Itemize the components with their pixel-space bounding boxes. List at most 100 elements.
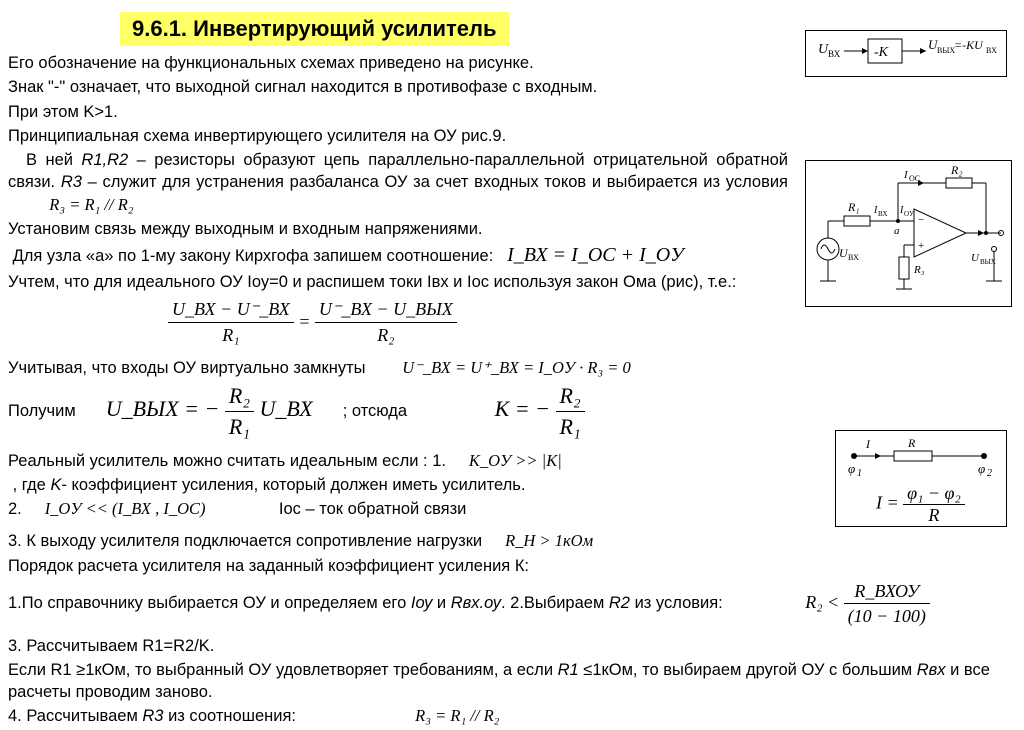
formula-r3-final: R₃ = R₁ // R₂ — [415, 706, 499, 725]
p5d: R3 — [61, 173, 82, 191]
p16e: . 2.Выбираем — [501, 594, 609, 612]
svg-text:ВХ: ВХ — [986, 46, 997, 55]
p18: Если R1 ≥1кОм, то выбранный ОУ удовлетво… — [8, 659, 1008, 704]
formula-virtual: U⁻_ВХ = U⁺_ВХ = I_OУ · R₃ = 0 — [402, 358, 631, 377]
k-num: R₂ — [556, 381, 585, 412]
p14: 3. К выходу усилителя подключается сопро… — [8, 530, 788, 552]
uout-r: U_ВХ — [259, 396, 312, 421]
row-uout-k: Получим U_ВЫХ = − R₂ R₁ U_ВХ ; отсюда K … — [8, 381, 788, 441]
p18c: ≤1кОм, то выбираем другой ОУ с большим — [579, 661, 917, 679]
section-heading: Инвертирующий усилитель — [193, 16, 496, 41]
formula-kirch: I_ВХ = I_OC + I_OУ — [507, 244, 684, 266]
diagram-ohm: R I φ 1 φ 2 I = φ₁ − φ₂ R — [835, 430, 1007, 527]
formula-r3: R₃ = R₁ // R₂ — [49, 195, 133, 214]
ohm-r-den: R₂ — [315, 323, 457, 347]
p18b: R1 — [558, 661, 579, 679]
p17: 3. Рассчитываем R1=R2/K. — [8, 635, 788, 657]
p16: 1.По справочнику выбирается ОУ и определ… — [8, 579, 998, 629]
p11: , где K- коэффициент усиления, который д… — [8, 474, 788, 496]
p16a: 1.По справочнику выбирается ОУ и определ… — [8, 594, 411, 612]
svg-text:+: + — [918, 240, 924, 252]
p5: В ней R1,R2 – резисторы образуют цепь па… — [8, 149, 788, 216]
p19c: из соотношения: — [163, 707, 295, 725]
svg-text:φ: φ — [978, 461, 985, 476]
svg-text:OУ: OУ — [904, 210, 914, 218]
ohm-formula: I = φ₁ − φ₂ R — [876, 483, 965, 526]
svg-text:a: a — [894, 225, 900, 237]
diagram-k-block: U ВХ -K U ВЫХ =-KU ВХ — [805, 30, 1007, 77]
formula-ioy: I_OУ << (I_ВХ , I_OC) — [45, 499, 206, 518]
section-title: 9.6.1. Инвертирующий усилитель — [120, 12, 509, 46]
svg-text:ВХ: ВХ — [828, 49, 841, 59]
svg-text:−: − — [918, 214, 924, 226]
svg-text:R₁: R₁ — [847, 200, 860, 214]
ohm-l-den: R₁ — [168, 323, 294, 347]
body-text: Его обозначение на функциональных схемах… — [8, 50, 788, 730]
p12-text: 2. — [8, 500, 22, 518]
svg-text:I: I — [865, 437, 871, 451]
p11c: - коэффициент усиления, который должен и… — [61, 476, 525, 494]
svg-text:R₃: R₃ — [913, 264, 925, 276]
svg-text:R: R — [907, 436, 916, 450]
p2: Знак "-" означает, что выходной сигнал н… — [8, 76, 788, 98]
p18a: Если R1 ≥1кОм, то выбранный ОУ удовлетво… — [8, 661, 558, 679]
p8: Учтем, что для идеального ОУ Iоу=0 и рас… — [8, 271, 788, 293]
k-den: R₁ — [556, 412, 585, 442]
svg-text:R₂: R₂ — [950, 163, 963, 177]
svg-text:U: U — [971, 252, 980, 264]
diagram-circuit: R₁ a R₂ I OC − + I ВХ I OУ R₃ — [805, 160, 1012, 307]
p5a: В ней — [26, 151, 81, 169]
p4: Принципиальная схема инвертирующего усил… — [8, 125, 788, 147]
p10: Реальный усилитель можно считать идеальн… — [8, 450, 788, 472]
svg-text:OC: OC — [909, 174, 920, 183]
svg-text:2: 2 — [987, 468, 992, 479]
p3: При этом K>1. — [8, 101, 788, 123]
formula-uout: U_ВЫХ = − R₂ R₁ U_ВХ — [106, 381, 313, 441]
r2-den: (10 − 100) — [844, 604, 930, 628]
p19b: R3 — [142, 707, 163, 725]
svg-text:ВХ: ВХ — [878, 210, 888, 218]
p9c: ; отсюда — [343, 400, 407, 422]
r2-l: R₂ < — [805, 592, 843, 612]
svg-text:ВЫХ: ВЫХ — [980, 258, 996, 266]
p16f: R2 — [609, 594, 630, 612]
p5e: – служит для устранения разбаланса ОУ за… — [82, 173, 788, 191]
p13: Ioc – ток обратной связи — [279, 500, 467, 518]
p18d: Rвх — [917, 661, 946, 679]
formula-k: K = − R₂ R₁ — [495, 381, 585, 441]
p16g: из условия: — [630, 594, 723, 612]
p9b: Получим — [8, 400, 76, 422]
svg-text:=-KU: =-KU — [954, 38, 984, 52]
section-number: 9.6.1. — [132, 16, 187, 41]
k-l: K = − — [495, 396, 550, 421]
p9: Учитывая, что входы ОУ виртуально замкну… — [8, 357, 788, 379]
p16c: и — [432, 594, 450, 612]
p5b: R1,R2 — [81, 151, 128, 169]
uout-num: R₂ — [225, 381, 254, 412]
p1: Его обозначение на функциональных схемах… — [8, 52, 788, 74]
p7: Для узла «а» по 1-му закону Кирхгофа зап… — [8, 242, 788, 269]
circuit-svg: R₁ a R₂ I OC − + I ВХ I OУ R₃ — [806, 161, 1011, 306]
ohm-i: I = — [876, 493, 903, 513]
k-block-svg: U ВХ -K U ВЫХ =-KU ВХ — [806, 31, 1006, 76]
p15: Порядок расчета усилителя на заданный ко… — [8, 555, 788, 577]
formula-ohm-eq: U_ВХ − U⁻_ВХ R₁ = U⁻_ВХ − U_ВЫХ R₂ — [168, 297, 788, 347]
ohm-den: R — [903, 505, 965, 526]
p16d: Rвх.оу — [451, 594, 501, 612]
formula-koy: K_OУ >> |K| — [469, 451, 562, 470]
p11b: K — [50, 476, 61, 494]
uout-den: R₁ — [225, 412, 254, 442]
ohm-r-num: U⁻_ВХ − U_ВЫХ — [315, 297, 457, 322]
svg-text:1: 1 — [857, 468, 862, 479]
svg-text:ВХ: ВХ — [848, 253, 859, 262]
ohm-l-num: U_ВХ − U⁻_ВХ — [168, 297, 294, 322]
p16b: Iоу — [411, 594, 432, 612]
r2-num: R_ВХОУ — [844, 579, 930, 604]
svg-text:-K: -K — [874, 45, 889, 60]
p12: 2. I_OУ << (I_ВХ , I_OC) Ioc – ток обрат… — [8, 498, 788, 520]
svg-text:φ: φ — [848, 461, 855, 476]
p14-text: 3. К выходу усилителя подключается сопро… — [8, 532, 482, 550]
formula-rn: R_Н > 1кОм — [505, 531, 593, 550]
p19a: 4. Рассчитываем — [8, 707, 142, 725]
p10-text: Реальный усилитель можно считать идеальн… — [8, 452, 446, 470]
